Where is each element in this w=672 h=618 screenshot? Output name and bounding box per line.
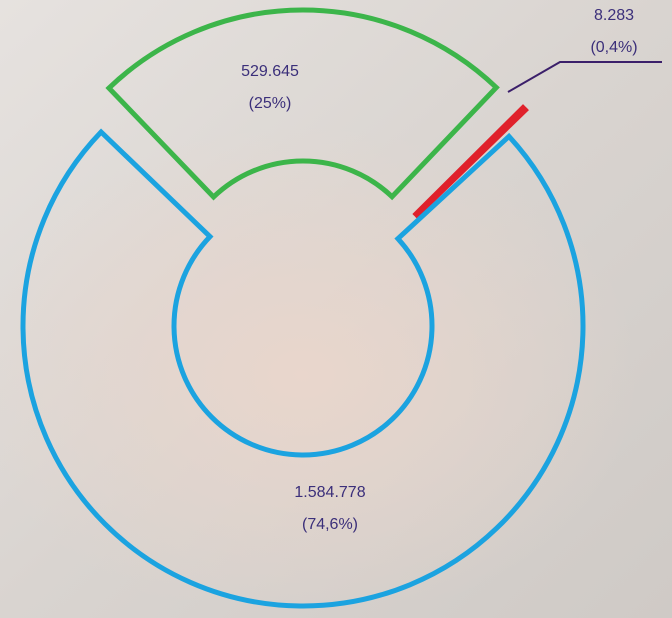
slice bbox=[105, 7, 500, 201]
background-photo bbox=[0, 100, 672, 600]
percent-label: (74,6%) bbox=[302, 516, 358, 533]
percent-label: (25%) bbox=[249, 95, 292, 112]
value-label: 1.584.778 bbox=[294, 484, 365, 501]
leader-line bbox=[507, 61, 662, 93]
value-label: 8.283 bbox=[594, 7, 634, 24]
value-label: 529.645 bbox=[241, 63, 299, 80]
slices bbox=[20, 7, 586, 609]
percent-label: (0,4%) bbox=[590, 39, 637, 56]
slice bbox=[412, 104, 529, 219]
slice bbox=[20, 128, 586, 609]
